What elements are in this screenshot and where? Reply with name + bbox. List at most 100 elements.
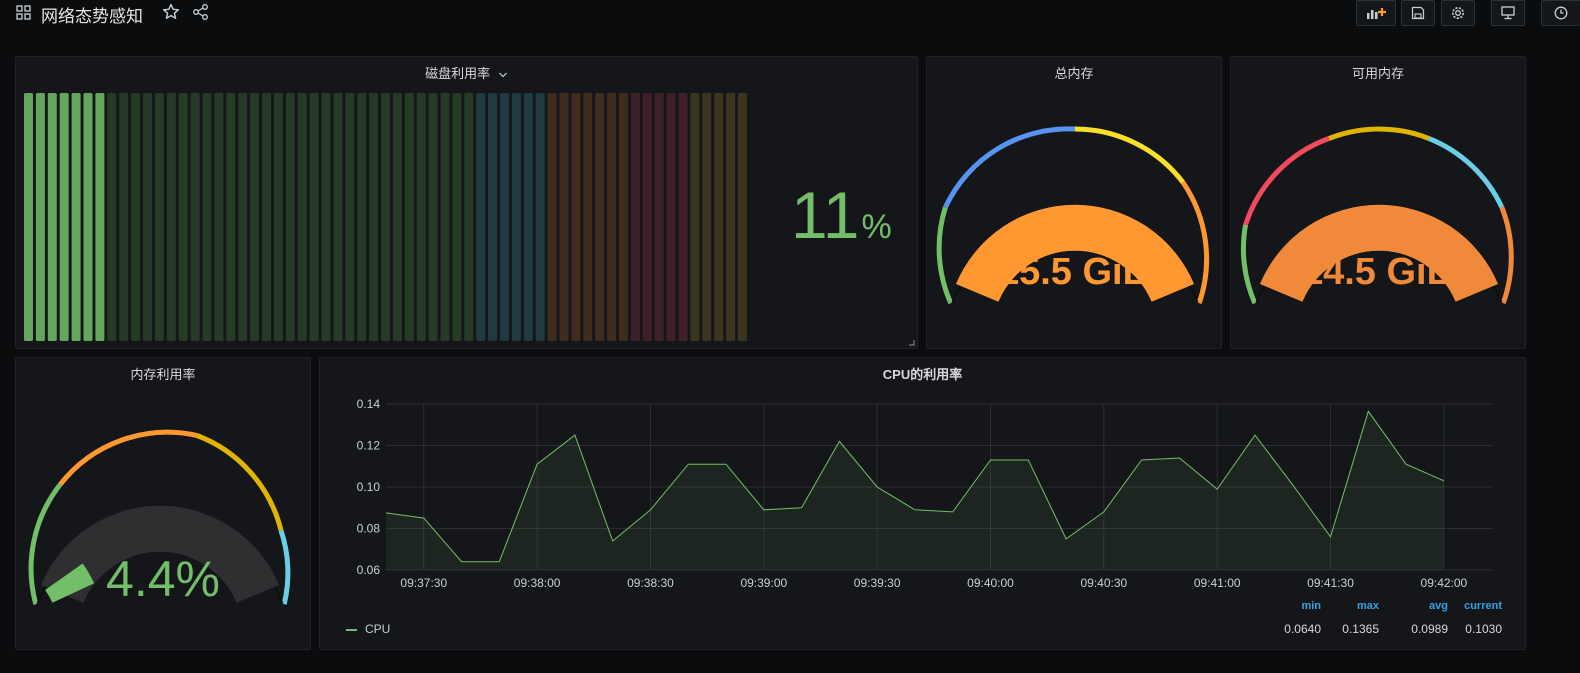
bar-gauge-cell <box>595 93 605 341</box>
bar-gauge-cell <box>642 93 652 341</box>
x-tick-label: 09:38:30 <box>627 576 674 590</box>
bar-gauge-cell <box>500 93 509 341</box>
legend-series-name[interactable]: CPU <box>365 622 391 636</box>
bar-gauge-cell <box>24 93 33 341</box>
bar-gauge-cell <box>59 93 69 341</box>
bar-gauge-cell <box>357 93 367 341</box>
bar-gauge-cell <box>178 93 188 341</box>
legend-column-avg[interactable]: avg <box>1429 600 1448 612</box>
add-panel-button[interactable] <box>1356 0 1396 26</box>
bar-gauge-cell <box>47 93 57 341</box>
disk-usage-title: 磁盘利用率 <box>425 66 491 81</box>
clock-icon <box>1554 6 1568 20</box>
bar-gauge-cell <box>488 93 498 341</box>
dashboard-header: 网络态势感知 <box>0 0 1580 26</box>
dashboard-grid-icon[interactable] <box>16 5 32 21</box>
x-tick-label: 09:41:00 <box>1194 576 1241 590</box>
bar-gauge-cell <box>690 93 700 341</box>
bar-gauge-cell <box>416 93 426 341</box>
legend-value-avg: 0.0989 <box>1411 622 1448 636</box>
legend-column-max[interactable]: max <box>1356 600 1379 612</box>
y-tick-label: 0.10 <box>357 480 381 494</box>
bar-gauge-cell <box>345 93 355 341</box>
cpu-usage-title[interactable]: CPU的利用率 <box>882 367 963 382</box>
legend-column-current[interactable]: current <box>1464 600 1502 612</box>
save-dashboard-button[interactable] <box>1401 0 1435 26</box>
bar-gauge-cell <box>381 93 390 341</box>
bar-gauge-cell <box>630 93 640 341</box>
memory-usage-title[interactable]: 内存利用率 <box>130 367 196 382</box>
available-memory-title[interactable]: 可用内存 <box>1351 66 1404 81</box>
bar-gauge-cell <box>702 93 712 341</box>
bar-gauge-cell <box>714 93 724 341</box>
bar-gauge-cell <box>321 93 331 341</box>
bar-gauge-cell <box>285 93 295 341</box>
bar-gauge-cell <box>619 93 628 341</box>
cpu-line-chart[interactable]: 0.14 0.12 0.10 0.08 0.06 09:37:30 09:38:00 09:3… <box>320 358 1525 649</box>
bar-gauge-cell <box>369 93 379 341</box>
dashboard-title[interactable]: 网络态势感知 <box>41 7 143 26</box>
y-tick-label: 0.06 <box>357 563 381 577</box>
memory-usage-panel: 内存利用率 4.4% <box>15 357 311 650</box>
bar-gauge-cell <box>738 93 747 341</box>
legend-value-min: 0.0640 <box>1284 622 1321 636</box>
add-panel-icon <box>1367 8 1386 19</box>
resize-handle-icon[interactable] <box>908 339 915 346</box>
cycle-view-mode-button[interactable] <box>1491 0 1525 26</box>
share-icon[interactable] <box>192 3 210 21</box>
bar-gauge-cell <box>190 93 200 341</box>
x-tick-label: 09:41:30 <box>1307 576 1354 590</box>
y-tick-label: 0.08 <box>357 522 381 536</box>
bar-gauge-cell <box>607 93 617 341</box>
total-memory-gauge <box>936 126 1210 305</box>
legend-swatch <box>346 629 357 631</box>
star-icon[interactable] <box>162 3 180 21</box>
bar-gauge-cell <box>131 93 141 341</box>
bar-gauge-cell <box>392 93 402 341</box>
x-tick-label: 09:37:30 <box>400 576 447 590</box>
total-memory-value: 15.5 GiB <box>997 251 1151 293</box>
bar-gauge-cell <box>202 93 212 341</box>
y-tick-label: 0.12 <box>357 439 381 453</box>
bar-gauge-cell <box>226 93 236 341</box>
panel-title[interactable]: 磁盘利用率 <box>16 63 917 82</box>
bar-gauge-cell <box>35 93 45 341</box>
bar-gauge-cell <box>166 93 176 341</box>
bar-gauge-cell <box>464 93 474 341</box>
chevron-down-icon[interactable] <box>498 71 508 79</box>
bar-gauge-cell <box>547 93 557 341</box>
bar-gauge-cell <box>71 93 81 341</box>
bar-gauge-cell <box>666 93 676 341</box>
bar-gauge-cell <box>404 93 414 341</box>
disk-usage-unit: % <box>861 208 892 246</box>
x-tick-label: 09:38:00 <box>514 576 561 590</box>
y-tick-label: 0.14 <box>357 397 381 411</box>
memory-usage-value: 4.4% <box>106 551 220 607</box>
bar-gauge-cell <box>511 93 521 341</box>
x-tick-label: 09:39:00 <box>740 576 787 590</box>
x-tick-label: 09:40:30 <box>1080 576 1127 590</box>
bar-gauge-cell <box>678 93 688 341</box>
total-memory-title[interactable]: 总内存 <box>1054 66 1094 81</box>
series-line <box>385 410 1445 563</box>
x-tick-label: 09:39:30 <box>854 576 901 590</box>
bar-gauge-cell <box>559 93 569 341</box>
bar-gauge-cell <box>309 93 319 341</box>
series-area <box>386 411 1444 570</box>
memory-usage-fill <box>44 563 95 604</box>
time-picker-button[interactable] <box>1541 0 1580 26</box>
monitor-icon <box>1501 6 1515 20</box>
legend-column-min[interactable]: min <box>1301 600 1321 612</box>
available-memory-panel: 可用内存 14.5 GiB <box>1230 56 1526 349</box>
bar-gauge-cell <box>83 93 93 341</box>
dashboard-settings-button[interactable] <box>1441 0 1475 26</box>
legend-value-current: 0.1030 <box>1465 622 1502 636</box>
gear-icon <box>1452 7 1464 19</box>
bar-gauge-cell <box>154 93 164 341</box>
bar-gauge-cell <box>452 93 462 341</box>
cpu-usage-panel: CPU的利用率 0.14 0.12 0.10 0.08 0.06 09:37:30 09:3… <box>319 357 1526 650</box>
memory-usage-gauge <box>28 429 291 605</box>
disk-usage-value: 11% <box>791 177 892 253</box>
bar-gauge-cell <box>571 93 581 341</box>
bar-gauge-cell <box>428 93 438 341</box>
